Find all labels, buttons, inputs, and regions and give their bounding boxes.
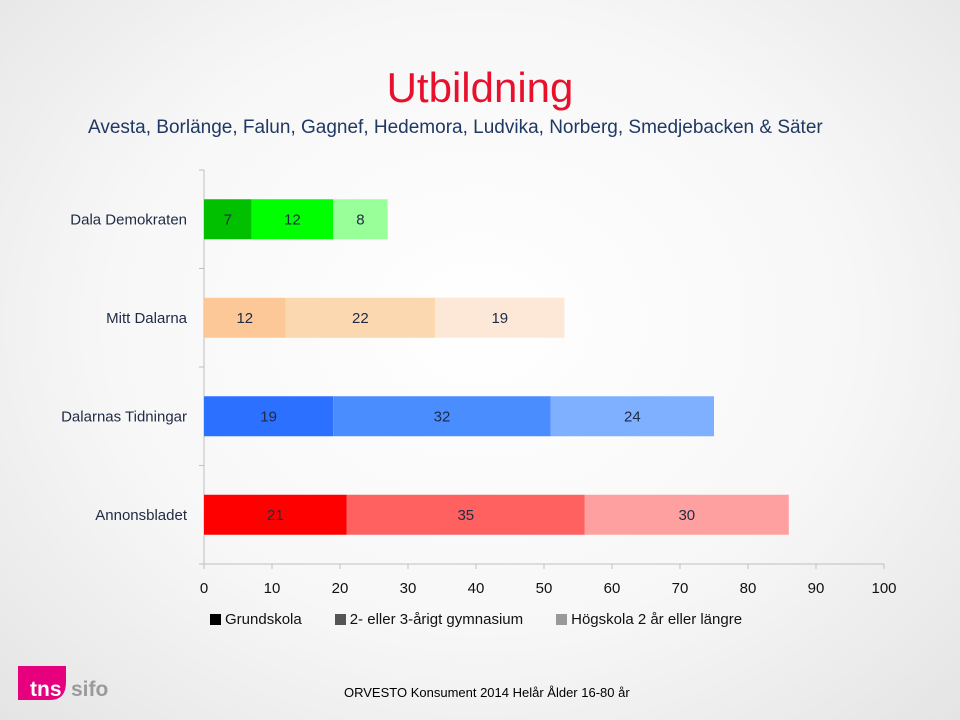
x-tick-label: 30 [400,580,417,597]
logo-badge-shape [18,666,66,700]
bar-segment [251,199,334,240]
x-tick-label: 40 [468,580,485,597]
bar-segment [346,494,585,535]
data-label: 21 [267,507,284,524]
logo-text-tns: tns [30,678,62,701]
legend-swatch [334,614,346,625]
x-tick-label: 80 [740,580,757,597]
x-tick-label: 50 [536,580,553,597]
bar-segment [333,199,388,240]
bar-segment [435,297,565,338]
x-tick-label: 90 [808,580,825,597]
logo-text-sifo: sifo [71,678,108,701]
category-label: Mitt Dalarna [106,310,188,327]
data-label: 8 [356,211,364,228]
data-label: 32 [434,408,451,425]
data-label: 24 [624,408,641,425]
bar-segment [204,494,347,535]
data-label: 12 [236,310,253,327]
x-tick-label: 10 [264,580,281,597]
legend-label: Grundskola [225,611,302,628]
x-tick-label: 100 [871,580,896,597]
legend-swatch [210,614,221,625]
data-label: 22 [352,310,369,327]
x-tick-label: 60 [604,580,621,597]
legend-item-grundskola: Grundskola [210,611,302,628]
bar-segment [204,396,334,437]
source-footnote: ORVESTO Konsument 2014 Helår Ålder 16-80… [344,685,630,700]
data-label: 12 [284,211,301,228]
legend-label: Högskola 2 år eller längre [571,611,743,628]
x-tick-label: 70 [672,580,689,597]
data-label: 30 [678,507,695,524]
legend-swatch [556,614,568,625]
x-tick-label: 20 [332,580,349,597]
tns-sifo-logo: tns sifo [18,666,108,701]
category-label: Annonsbladet [95,507,188,524]
x-tick-label: 0 [200,580,208,597]
chart-subtitle: Avesta, Borlänge, Falun, Gagnef, Hedemor… [88,117,823,138]
category-label: Dala Demokraten [70,211,187,228]
data-label: 19 [260,408,277,425]
bar-segment [333,396,551,437]
legend-item-hogskola: Högskola 2 år eller längre [556,611,742,628]
legend-label: 2- eller 3-årigt gymnasium [349,611,524,628]
data-label: 19 [491,310,508,327]
data-label: 35 [457,507,474,524]
chart-legend: Grundskola 2- eller 3-årigt gymnasium Hö… [210,611,775,628]
bar-segment [204,199,252,240]
chart-title: Utbildning [386,64,574,111]
bar-segment [204,297,286,338]
category-label: Dalarnas Tidningar [61,408,187,425]
data-label: 7 [224,211,232,228]
bar-segment [550,396,714,437]
bar-segment [584,494,789,535]
bar-segment [285,297,436,338]
legend-item-gymnasium: 2- eller 3-årigt gymnasium [334,611,524,628]
